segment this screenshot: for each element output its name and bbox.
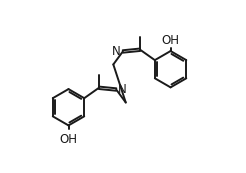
Text: N: N (118, 83, 127, 96)
Text: N: N (112, 45, 121, 58)
Text: OH: OH (60, 133, 77, 146)
Text: OH: OH (162, 34, 180, 47)
